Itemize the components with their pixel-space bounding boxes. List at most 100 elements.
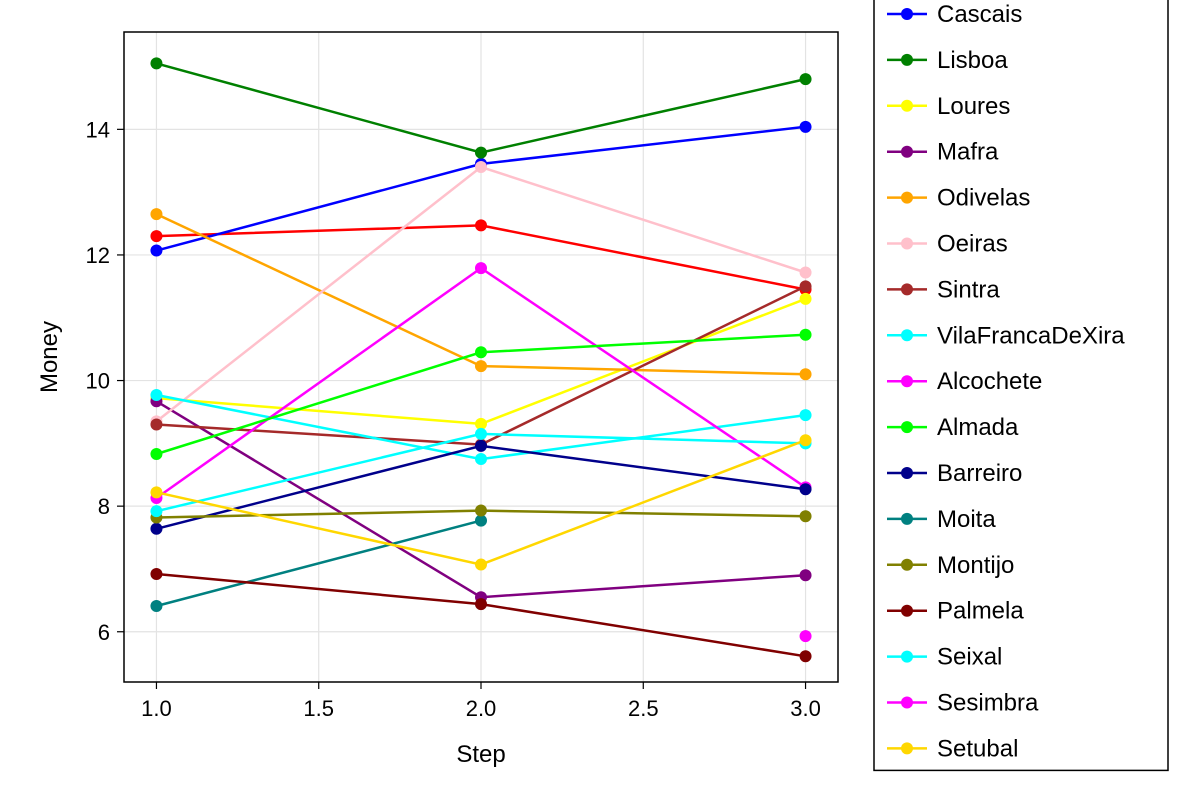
y-tick-label: 8 xyxy=(98,494,110,519)
data-point xyxy=(150,486,163,499)
data-point xyxy=(150,600,163,613)
series xyxy=(150,567,812,663)
y-axis-label: Money xyxy=(36,321,63,393)
legend-item: Loures xyxy=(887,93,1010,120)
data-point xyxy=(799,120,812,133)
legend-item: Sintra xyxy=(887,276,1000,303)
data-point xyxy=(799,569,812,582)
data-point xyxy=(475,427,487,440)
legend-swatch-marker xyxy=(901,742,913,755)
legend-item: Montijo xyxy=(887,552,1014,579)
y-tick-label: 14 xyxy=(86,117,110,142)
legend-swatch-marker xyxy=(901,512,913,525)
data-point xyxy=(799,266,812,279)
series xyxy=(150,208,812,381)
legend-label: Loures xyxy=(937,93,1010,120)
legend-swatch-marker xyxy=(901,53,913,66)
legend-item: Cascais xyxy=(887,1,1022,28)
data-point xyxy=(475,360,487,373)
x-tick-label: 1.5 xyxy=(303,696,334,721)
data-point xyxy=(475,146,487,159)
data-point xyxy=(150,57,163,70)
legend-label: Sintra xyxy=(937,276,1000,303)
legend-label: Alcochete xyxy=(937,368,1042,395)
y-tick-label: 6 xyxy=(98,620,110,645)
legend-item: Odivelas xyxy=(887,185,1030,212)
series xyxy=(150,388,812,466)
legend-label: Sesimbra xyxy=(937,690,1039,717)
data-point xyxy=(799,328,812,341)
series xyxy=(150,57,812,159)
data-point xyxy=(150,567,163,580)
y-tick-label: 12 xyxy=(86,243,110,268)
legend-item: Barreiro xyxy=(887,460,1022,487)
data-point xyxy=(475,558,487,571)
y-tick-label: 10 xyxy=(86,369,110,394)
legend-swatch-marker xyxy=(901,145,913,158)
legend-item: Moita xyxy=(887,506,996,533)
legend-frame xyxy=(873,0,1169,772)
data-point xyxy=(475,504,487,517)
series-line xyxy=(156,519,482,608)
data-point xyxy=(150,388,163,401)
legend-swatch-marker xyxy=(901,558,913,571)
data-point xyxy=(799,292,812,305)
x-tick-label: 2.0 xyxy=(466,696,497,721)
data-point xyxy=(475,219,487,232)
data-point xyxy=(475,598,487,611)
legend-item: Sesimbra xyxy=(887,690,1039,717)
data-point xyxy=(799,409,812,422)
legend-item: Alcochete xyxy=(887,368,1042,395)
legend-label: Almada xyxy=(937,414,1019,441)
series xyxy=(150,427,812,518)
data-point xyxy=(150,244,163,257)
legend-item: Lisboa xyxy=(887,47,1008,74)
legend-swatch-marker xyxy=(901,375,913,388)
series xyxy=(799,630,812,643)
x-tick-label: 3.0 xyxy=(790,696,821,721)
legend-label: Montijo xyxy=(937,552,1014,579)
legend-label: Cascais xyxy=(937,1,1022,28)
legend-swatch-marker xyxy=(901,467,913,479)
legend-swatch-marker xyxy=(901,283,913,296)
axis-ticks: 1.0 1.5 2.0 2.5 3.0 6 8 10 12 14 xyxy=(86,117,821,721)
legend-label: Setubal xyxy=(937,735,1018,762)
legend-swatch-marker xyxy=(901,99,913,112)
data-point xyxy=(799,434,812,447)
data-point xyxy=(799,368,812,381)
legend-label: VilaFrancaDeXira xyxy=(937,322,1125,349)
legend-label: Moita xyxy=(937,506,996,533)
data-point xyxy=(475,262,487,275)
data-point xyxy=(475,417,487,430)
data-point xyxy=(150,448,163,461)
data-point xyxy=(799,280,812,293)
legend: Cascais Lisboa Loures Mafra Odivelas Oeiras Si… xyxy=(873,0,1169,772)
series xyxy=(150,439,812,535)
legend-label: Seixal xyxy=(937,644,1002,671)
legend-label: Oeiras xyxy=(937,231,1008,258)
series-layer xyxy=(150,57,812,663)
series xyxy=(150,514,487,613)
data-point xyxy=(150,418,163,431)
x-tick-label: 1.0 xyxy=(141,696,172,721)
legend-swatch-marker xyxy=(901,604,913,617)
legend-swatch-marker xyxy=(901,650,913,663)
legend-label: Mafra xyxy=(937,139,999,166)
data-point xyxy=(150,230,163,243)
legend-label: Barreiro xyxy=(937,460,1022,487)
series xyxy=(150,328,812,461)
data-point xyxy=(799,73,812,86)
legend-item: VilaFrancaDeXira xyxy=(887,322,1125,349)
data-point xyxy=(475,346,487,359)
legend-item: Mafra xyxy=(887,139,999,166)
data-point xyxy=(799,650,812,663)
data-point xyxy=(150,522,163,535)
data-point xyxy=(799,483,812,496)
data-point xyxy=(799,630,812,643)
legend-label: Palmela xyxy=(937,598,1024,625)
legend-item: Setubal xyxy=(887,735,1018,762)
data-point xyxy=(475,161,487,174)
legend-label: Odivelas xyxy=(937,185,1030,212)
legend-swatch-marker xyxy=(901,329,913,342)
